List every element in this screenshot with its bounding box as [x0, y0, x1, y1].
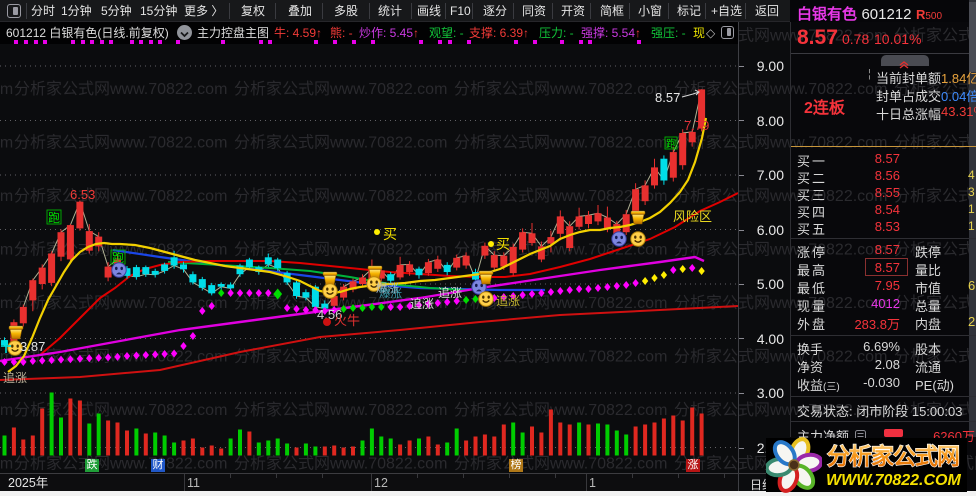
svg-text:分析家公式网www.70822.com: 分析家公式网www.70822.com — [454, 187, 667, 205]
svg-text:分析家公式网www.70822.com: 分析家公式网www.70822.com — [894, 241, 976, 259]
svg-text:分析家公式网www.70822.com: 分析家公式网www.70822.com — [894, 294, 976, 312]
svg-text:分析家公式网www.70822.com: 分析家公式网www.70822.com — [454, 80, 667, 98]
svg-text:om: om — [0, 81, 13, 98]
svg-text:分析家公式网www.70822.com: 分析家公式网www.70822.com — [894, 348, 976, 366]
svg-text:分析家公式网www.70822.com: 分析家公式网www.70822.com — [14, 80, 227, 98]
svg-text:分析家公式网www.70822.com: 分析家公式网www.70822.com — [234, 187, 447, 205]
svg-text:om: om — [0, 135, 13, 152]
svg-text:om: om — [0, 242, 13, 259]
svg-text:分析家公式网www.70822.com: 分析家公式网www.70822.com — [454, 348, 667, 366]
svg-text:分析家公式网www.70822.com: 分析家公式网www.70822.com — [234, 348, 447, 366]
svg-text:跑: 跑 — [112, 251, 124, 265]
svg-text:风险区: 风险区 — [673, 209, 712, 224]
svg-text:分析家公式网www.70822.com: 分析家公式网www.70822.com — [894, 401, 976, 419]
svg-text:分析家公式网www.70822.com: 分析家公式网www.70822.com — [674, 134, 887, 152]
svg-text:8.57: 8.57 — [655, 90, 680, 105]
svg-text:分析家公式网www.70822.com: 分析家公式网www.70822.com — [14, 455, 227, 473]
svg-text:追涨: 追涨 — [410, 296, 434, 311]
svg-text:分析家公式网www.70822.com: 分析家公式网www.70822.com — [674, 187, 887, 205]
svg-text:爆涨: 爆涨 — [376, 281, 399, 295]
svg-text:分析家公式网www.70822.com: 分析家公式网www.70822.com — [234, 134, 447, 152]
svg-text:分析家公式网www.70822.com: 分析家公式网www.70822.com — [674, 348, 887, 366]
svg-text:分析家公式网www.70822.com: 分析家公式网www.70822.com — [674, 241, 887, 259]
svg-text:分析家公式网www.70822.com: 分析家公式网www.70822.com — [234, 241, 447, 259]
svg-text:6.53: 6.53 — [70, 187, 95, 202]
svg-text:分析家公式网www.70822.com: 分析家公式网www.70822.com — [234, 401, 447, 419]
svg-text:买: 买 — [496, 236, 510, 252]
svg-text:追涨: 追涨 — [3, 370, 27, 385]
svg-text:3.87: 3.87 — [20, 339, 45, 354]
svg-text:om: om — [0, 402, 13, 419]
svg-text:追涨: 追涨 — [438, 285, 462, 300]
svg-text:om: om — [0, 295, 13, 312]
svg-text:分析家公式网www.70822.com: 分析家公式网www.70822.com — [674, 401, 887, 419]
svg-text:分析家公式网www.70822.com: 分析家公式网www.70822.com — [894, 134, 976, 152]
svg-text:分析家公式网www.70822.com: 分析家公式网www.70822.com — [234, 455, 447, 473]
svg-text:分析家公式网www.70822.com: 分析家公式网www.70822.com — [14, 134, 227, 152]
svg-text:跑: 跑 — [666, 137, 677, 150]
svg-text:追涨: 追涨 — [496, 293, 520, 308]
svg-text:分析家公式网www.70822.com: 分析家公式网www.70822.com — [14, 294, 227, 312]
svg-text:分析家公式网: 分析家公式网 — [827, 443, 959, 469]
svg-text:分析家公式网www.70822.com: 分析家公式网www.70822.com — [674, 80, 887, 98]
svg-text:分析家公式网www.70822.com: 分析家公式网www.70822.com — [454, 294, 667, 312]
svg-text:分析家公式网www.70822.com: 分析家公式网www.70822.com — [894, 80, 976, 98]
svg-text:om: om — [0, 188, 13, 205]
svg-text:分析家公式网www.70822.com: 分析家公式网www.70822.com — [14, 401, 227, 419]
svg-text:分析家公式网www.70822.com: 分析家公式网www.70822.com — [454, 401, 667, 419]
svg-text:分析家公式网www.70822.com: 分析家公式网www.70822.com — [234, 80, 447, 98]
svg-text:7.79: 7.79 — [684, 118, 709, 133]
svg-text:买: 买 — [383, 226, 397, 242]
svg-text:火牛: 火牛 — [334, 313, 360, 328]
svg-text:分析家公式网www.70822.com: 分析家公式网www.70822.com — [894, 27, 976, 45]
svg-text:4.56: 4.56 — [317, 307, 342, 322]
svg-text:分析家公式网www.70822.com: 分析家公式网www.70822.com — [14, 187, 227, 205]
svg-text:分析家公式网www.70822.com: 分析家公式网www.70822.com — [454, 455, 667, 473]
svg-text:分析家公式网www.70822.com: 分析家公式网www.70822.com — [454, 134, 667, 152]
svg-text:分析家公式网www.70822.com: 分析家公式网www.70822.com — [894, 187, 976, 205]
svg-text:分析家公式网www.70822.com: 分析家公式网www.70822.com — [454, 241, 667, 259]
svg-text:om: om — [0, 456, 13, 473]
svg-text:爆涨: 爆涨 — [379, 286, 402, 300]
svg-text:跑: 跑 — [48, 211, 60, 225]
